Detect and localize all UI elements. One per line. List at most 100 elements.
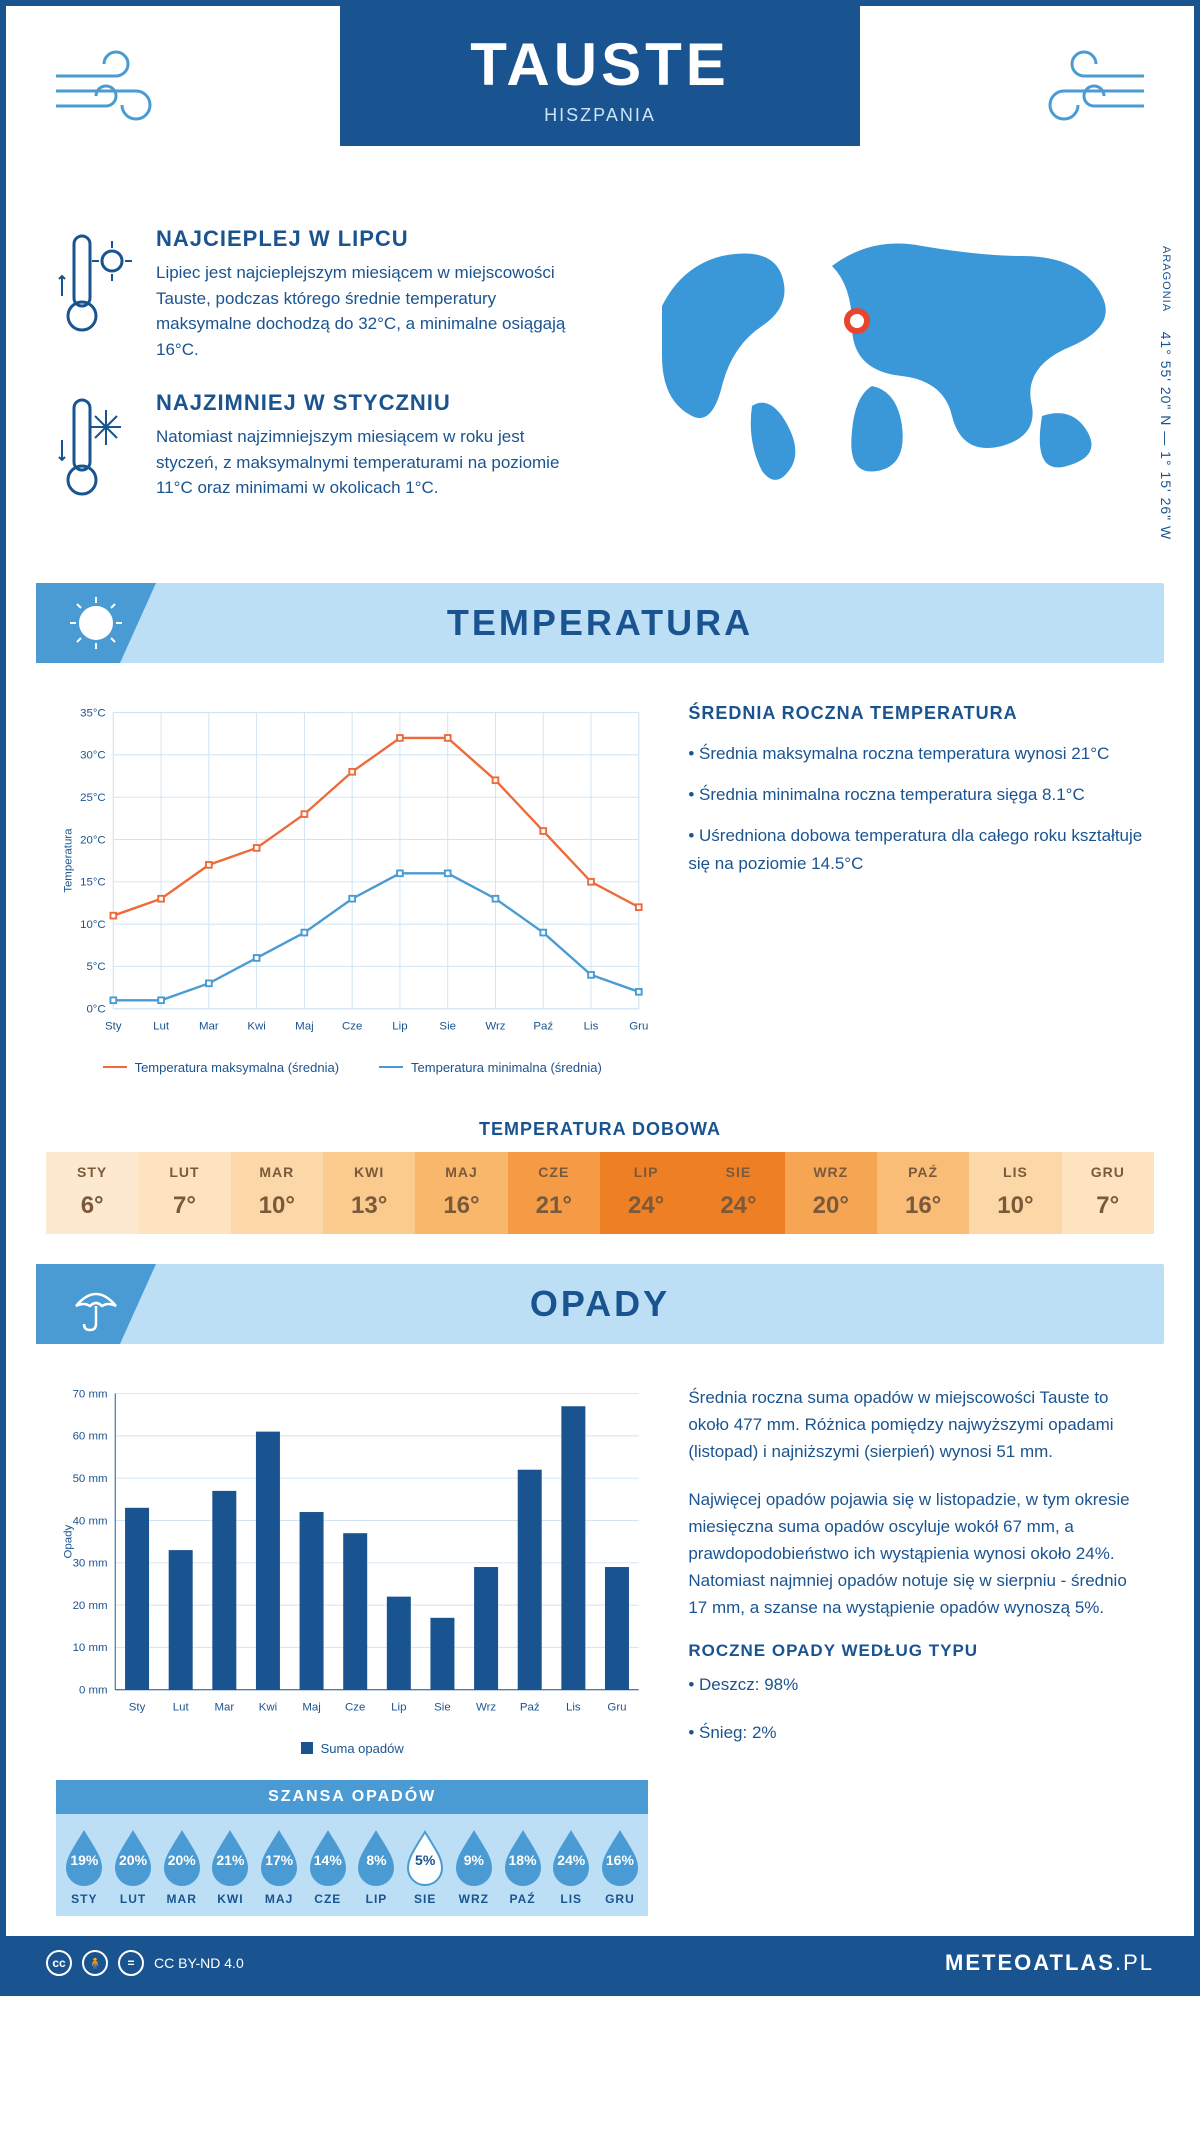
svg-text:Gru: Gru xyxy=(629,1021,648,1033)
cold-fact-body: Natomiast najzimniejszym miesiącem w rok… xyxy=(156,424,580,501)
temperature-content: 0°C5°C10°C15°C20°C25°C30°C35°CStyLutMarK… xyxy=(6,673,1194,1095)
chance-month: GRU xyxy=(597,1892,643,1906)
title-ribbon: TAUSTE HISZPANIA xyxy=(340,6,860,146)
precip-rain: • Deszcz: 98% xyxy=(688,1671,1144,1698)
chance-value: 24% xyxy=(557,1852,585,1868)
chance-month: MAR xyxy=(159,1892,205,1906)
svg-text:Cze: Cze xyxy=(342,1021,362,1033)
svg-text:10°C: 10°C xyxy=(80,919,106,931)
daily-value: 21° xyxy=(508,1192,600,1220)
chance-value: 21% xyxy=(216,1852,244,1868)
svg-text:Kwi: Kwi xyxy=(259,1702,277,1714)
svg-text:0°C: 0°C xyxy=(86,1004,105,1016)
hot-fact: NAJCIEPLEJ W LIPCU Lipiec jest najcieple… xyxy=(56,226,580,362)
svg-text:70 mm: 70 mm xyxy=(73,1388,108,1400)
daily-cell: CZE21° xyxy=(508,1152,600,1234)
chance-box: SZANSA OPADÓW 19%STY20%LUT20%MAR21%KWI17… xyxy=(56,1780,648,1916)
svg-text:Maj: Maj xyxy=(302,1702,320,1714)
svg-text:20°C: 20°C xyxy=(80,834,106,846)
svg-text:5°C: 5°C xyxy=(86,961,105,973)
svg-text:30°C: 30°C xyxy=(80,750,106,762)
annual-b3: • Uśredniona dobowa temperatura dla całe… xyxy=(688,822,1144,876)
svg-text:Paź: Paź xyxy=(520,1702,540,1714)
daily-month: LIP xyxy=(600,1164,692,1180)
daily-month: MAR xyxy=(231,1164,323,1180)
site-rest: .PL xyxy=(1115,1950,1154,1975)
annual-title: ŚREDNIA ROCZNA TEMPERATURA xyxy=(688,703,1144,724)
daily-cell: LIS 10° xyxy=(969,1152,1061,1234)
chance-drop: 21% KWI xyxy=(207,1828,253,1906)
daily-cell: GRU7° xyxy=(1062,1152,1154,1234)
annual-b1: • Średnia maksymalna roczna temperatura … xyxy=(688,740,1144,767)
chance-drop: 19%STY xyxy=(61,1828,107,1906)
chance-month: SIE xyxy=(402,1892,448,1906)
chance-value: 5% xyxy=(415,1852,435,1868)
cold-fact: NAJZIMNIEJ W STYCZNIU Natomiast najzimni… xyxy=(56,390,580,515)
daily-value: 7° xyxy=(138,1192,230,1220)
svg-text:Maj: Maj xyxy=(295,1021,313,1033)
hot-fact-title: NAJCIEPLEJ W LIPCU xyxy=(156,226,580,252)
wind-icon xyxy=(1014,36,1154,141)
coordinates: ARAGONIA 41° 55' 20" N — 1° 15' 26" W xyxy=(1158,246,1174,540)
facts-column: NAJCIEPLEJ W LIPCU Lipiec jest najcieple… xyxy=(56,226,580,543)
chance-drop: 9%WRZ xyxy=(451,1828,497,1906)
chance-value: 18% xyxy=(509,1852,537,1868)
daily-month: STY xyxy=(46,1164,138,1180)
chance-value: 16% xyxy=(606,1852,634,1868)
by-icon: 🧍 xyxy=(82,1950,108,1976)
footer: cc 🧍 = CC BY-ND 4.0 METEOATLAS.PL xyxy=(6,1936,1194,1990)
precip-text-2: Najwięcej opadów pojawia się w listopadz… xyxy=(688,1486,1144,1622)
chance-month: LIP xyxy=(353,1892,399,1906)
daily-cell: KWI13° xyxy=(323,1152,415,1234)
svg-text:Wrz: Wrz xyxy=(485,1021,505,1033)
daily-month: PAŹ xyxy=(877,1164,969,1180)
precip-chart: 0 mm10 mm20 mm30 mm40 mm50 mm60 mm70 mmS… xyxy=(56,1384,648,1733)
daily-month: SIE xyxy=(692,1164,784,1180)
chance-drop: 5% SIE xyxy=(402,1828,448,1906)
daily-cell: MAJ16° xyxy=(415,1152,507,1234)
daily-value: 16° xyxy=(877,1192,969,1220)
svg-text:25°C: 25°C xyxy=(80,792,106,804)
world-map-icon xyxy=(620,226,1144,486)
site-brand: METEOATLAS.PL xyxy=(945,1950,1154,1976)
daily-month: LIS xyxy=(969,1164,1061,1180)
chance-month: LIS xyxy=(548,1892,594,1906)
city-title: TAUSTE xyxy=(340,30,860,99)
chance-month: KWI xyxy=(207,1892,253,1906)
svg-text:Paź: Paź xyxy=(533,1021,553,1033)
daily-value: 10° xyxy=(969,1192,1061,1220)
daily-value: 20° xyxy=(785,1192,877,1220)
daily-cell: PAŹ 16° xyxy=(877,1152,969,1234)
daily-cell: MAR10° xyxy=(231,1152,323,1234)
legend-max: Temperatura maksymalna (średnia) xyxy=(135,1060,339,1075)
hot-fact-body: Lipiec jest najcieplejszym miesiącem w m… xyxy=(156,260,580,362)
site-bold: METEOATLAS xyxy=(945,1950,1115,1975)
daily-value: 6° xyxy=(46,1192,138,1220)
svg-text:Lut: Lut xyxy=(153,1021,170,1033)
daily-cell: LUT7° xyxy=(138,1152,230,1234)
svg-text:Kwi: Kwi xyxy=(247,1021,265,1033)
svg-text:Mar: Mar xyxy=(199,1021,219,1033)
svg-text:Wrz: Wrz xyxy=(476,1702,496,1714)
chance-value: 17% xyxy=(265,1852,293,1868)
svg-text:15°C: 15°C xyxy=(80,877,106,889)
svg-text:20 mm: 20 mm xyxy=(73,1600,108,1612)
latlon-label: 41° 55' 20" N — 1° 15' 26" W xyxy=(1158,332,1174,541)
chance-month: WRZ xyxy=(451,1892,497,1906)
chance-value: 20% xyxy=(168,1852,196,1868)
info-section: NAJCIEPLEJ W LIPCU Lipiec jest najcieple… xyxy=(6,206,1194,573)
svg-text:0 mm: 0 mm xyxy=(79,1684,108,1696)
daily-temp-title: TEMPERATURA DOBOWA xyxy=(6,1119,1194,1140)
map-column: ARAGONIA 41° 55' 20" N — 1° 15' 26" W xyxy=(620,226,1144,543)
chance-drop: 20% MAR xyxy=(159,1828,205,1906)
header: TAUSTE HISZPANIA xyxy=(6,6,1194,206)
svg-text:Sie: Sie xyxy=(439,1021,456,1033)
chance-drop: 17%MAJ xyxy=(256,1828,302,1906)
daily-value: 13° xyxy=(323,1192,415,1220)
svg-text:Sty: Sty xyxy=(129,1702,146,1714)
precip-text: Średnia roczna suma opadów w miejscowośc… xyxy=(688,1384,1144,1916)
svg-text:Cze: Cze xyxy=(345,1702,365,1714)
annual-b2: • Średnia minimalna roczna temperatura s… xyxy=(688,781,1144,808)
chance-title: SZANSA OPADÓW xyxy=(56,1780,648,1814)
svg-text:60 mm: 60 mm xyxy=(73,1431,108,1443)
